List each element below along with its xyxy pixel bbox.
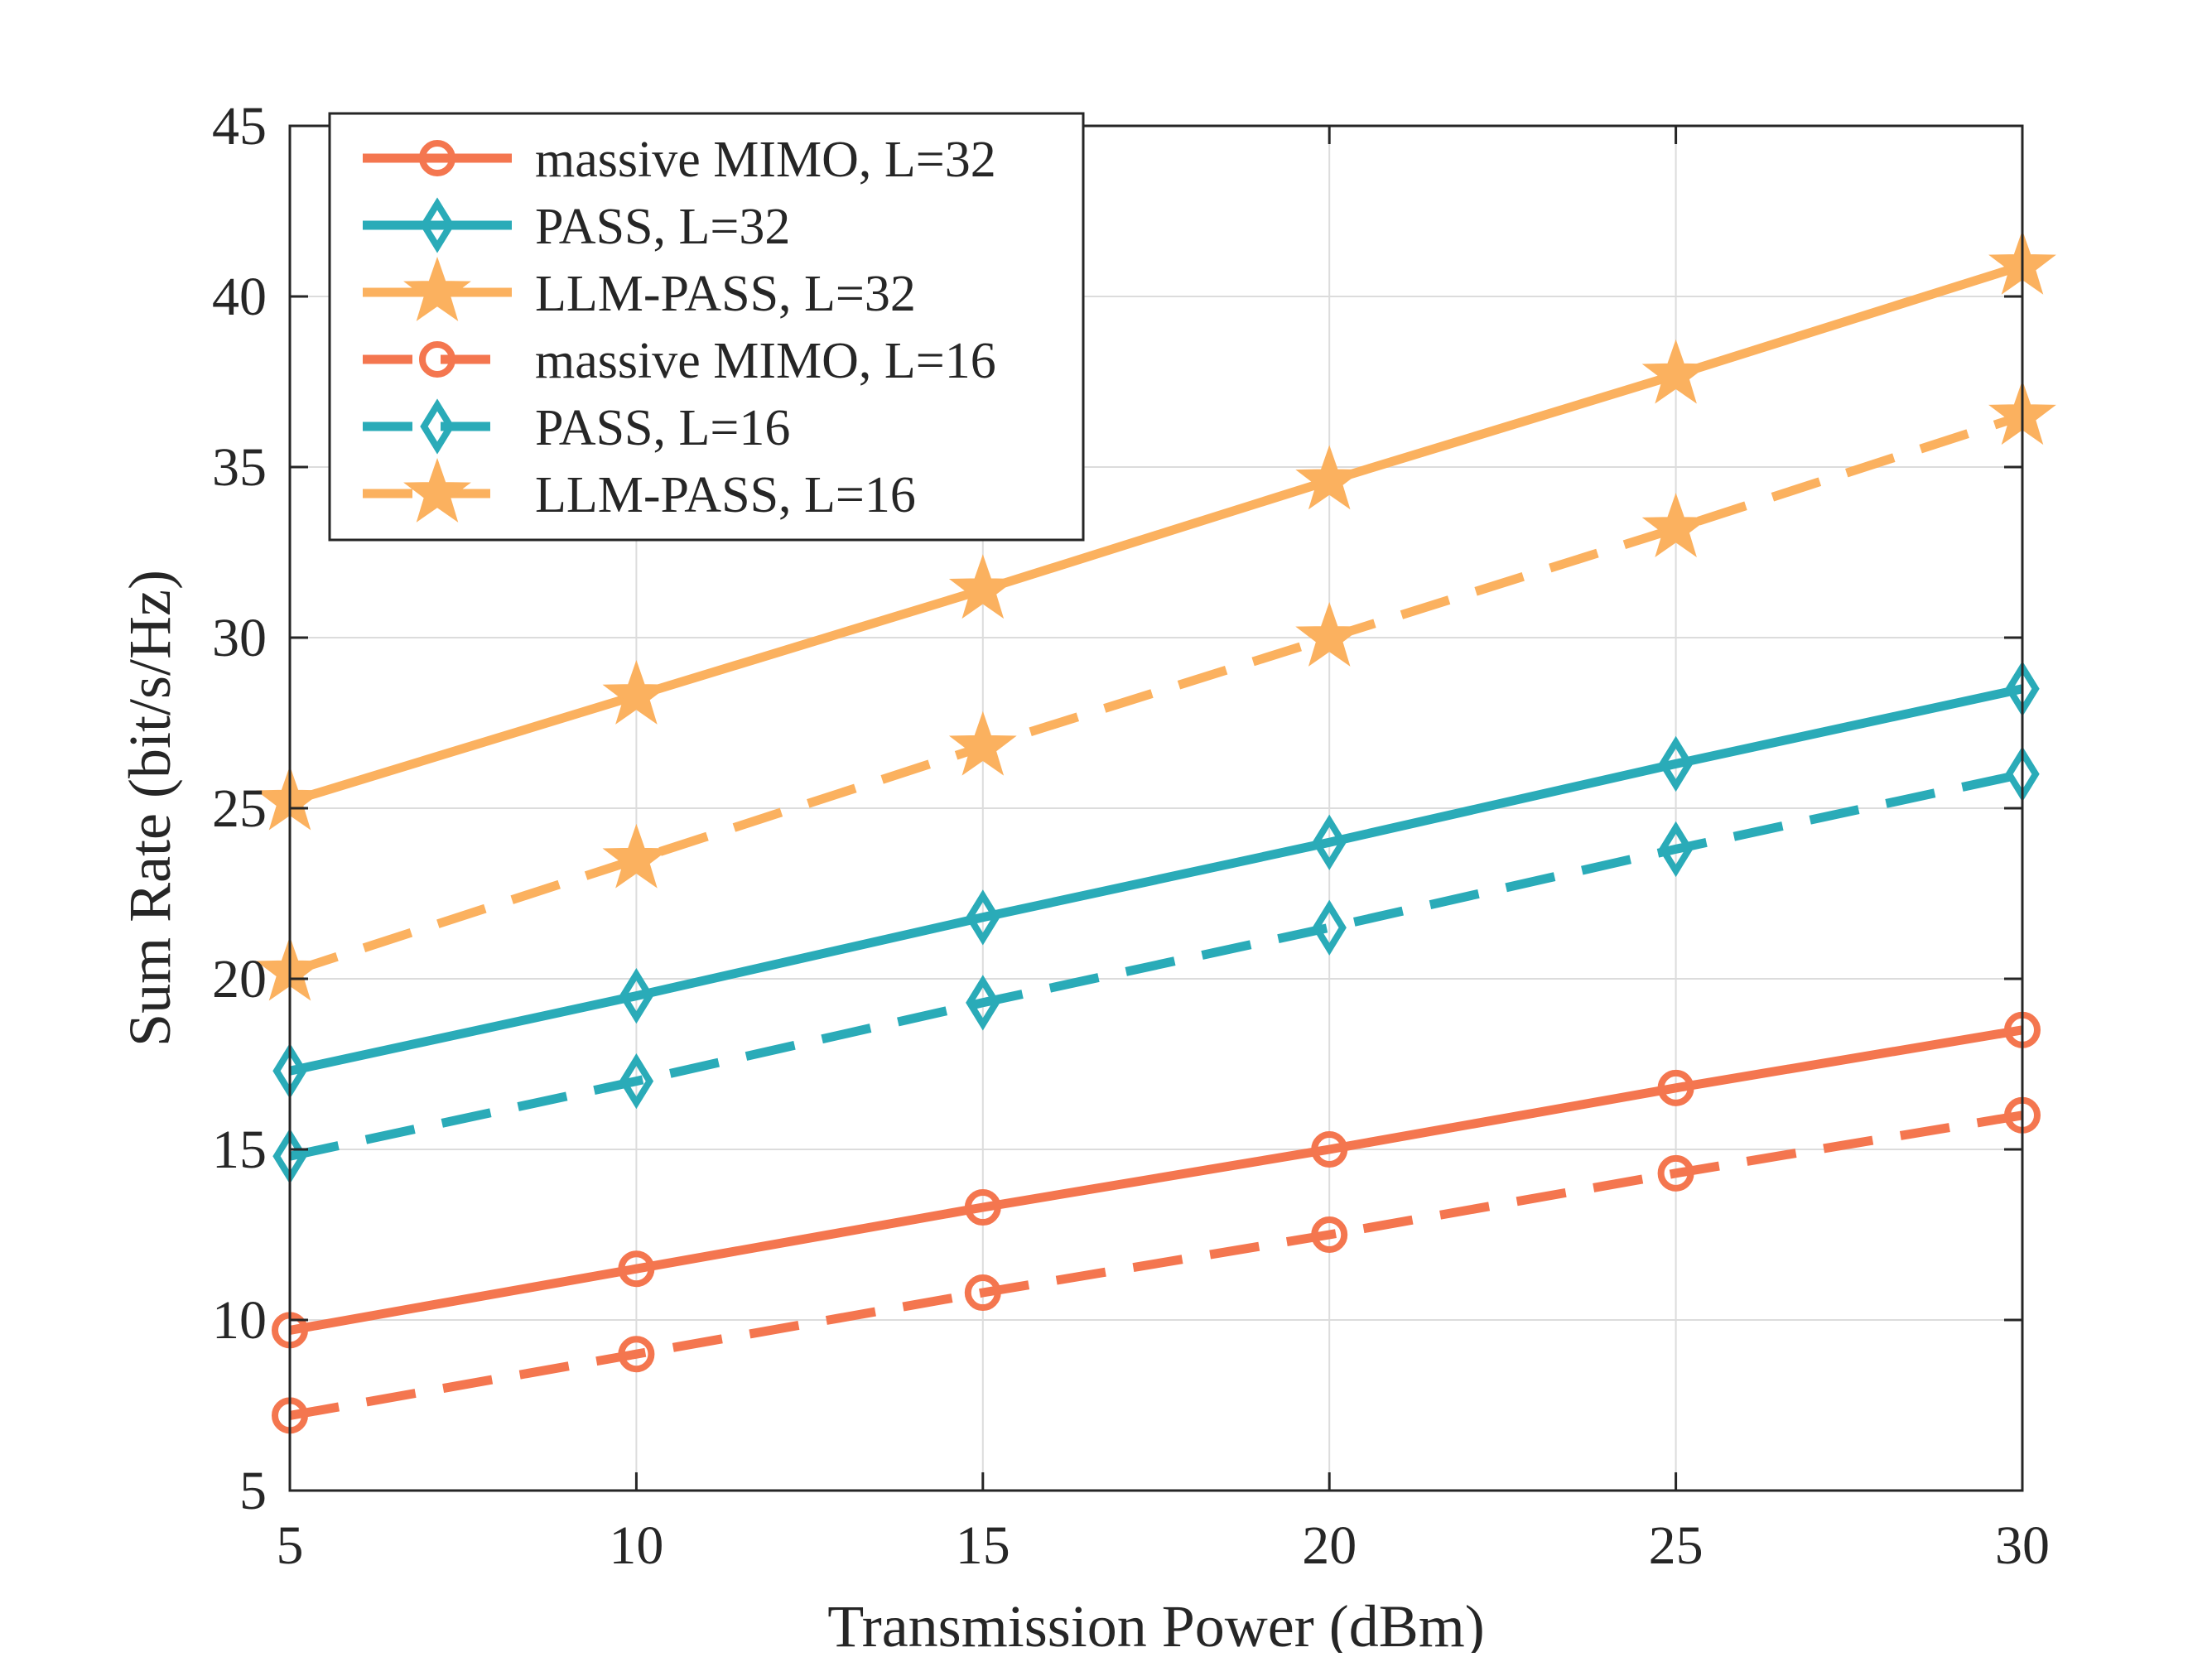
- data-point-pass-l-16: [966, 975, 1000, 1031]
- series-lines: [288, 261, 2024, 1420]
- data-point-pass-l-16: [1312, 899, 1347, 956]
- legend-label-pass-l-32: PASS, L=32: [535, 199, 790, 255]
- series-line-llm-pass-l-16: [288, 411, 2024, 977]
- data-point-massive-mimo-l-32: [1311, 1131, 1348, 1168]
- legend-marker-massive-mimo-l-16: [419, 341, 455, 378]
- x-tick-label: 20: [1302, 1515, 1357, 1576]
- x-tick-label: 30: [1995, 1515, 2050, 1576]
- data-point-llm-pass-l-16: [1641, 493, 1710, 557]
- y-tick-label: 10: [212, 1290, 267, 1351]
- data-point-massive-mimo-l-16: [964, 1274, 1001, 1312]
- data-point-massive-mimo-l-32: [1657, 1069, 1694, 1106]
- data-point-pass-l-32: [619, 967, 654, 1024]
- legend: massive MIMO, L=32 PASS, L=32 LLM-PASS, L=…: [328, 112, 1085, 542]
- data-point-llm-pass-l-32: [602, 659, 671, 725]
- data-point-pass-l-32: [1658, 735, 1694, 792]
- data-point-llm-pass-l-32: [1295, 445, 1364, 510]
- legend-label-massive-mimo-l-16: massive MIMO, L=16: [535, 333, 996, 389]
- y-tick-label: 20: [212, 949, 267, 1009]
- series-line-pass-l-32: [288, 684, 2024, 1076]
- y-tick-label: 35: [212, 437, 267, 498]
- data-point-pass-l-16: [619, 1052, 654, 1110]
- y-tick-label: 5: [239, 1461, 267, 1521]
- data-point-massive-mimo-l-32: [618, 1250, 655, 1288]
- data-point-llm-pass-l-16: [1295, 601, 1364, 667]
- series-line-massive-mimo-l-32: [289, 1025, 2023, 1335]
- y-tick-label: 40: [212, 267, 267, 327]
- y-tick-label: 45: [212, 96, 267, 157]
- x-axis-label: Transmission Power (dBm): [827, 1593, 1484, 1653]
- data-point-llm-pass-l-32: [948, 554, 1017, 619]
- series-line-pass-l-16: [288, 769, 2024, 1161]
- data-point-llm-pass-l-32: [1641, 339, 1710, 404]
- legend-label-massive-mimo-l-32: massive MIMO, L=32: [535, 132, 996, 188]
- x-tick-label: 10: [609, 1515, 663, 1576]
- data-point-pass-l-16: [1658, 821, 1694, 878]
- data-point-pass-l-32: [966, 889, 1000, 946]
- legend-marker-massive-mimo-l-32: [419, 140, 455, 176]
- ticks: 5 10 15 20 25 30 5 10 15 20 25 30 35 40 45: [212, 96, 2050, 1576]
- legend-marker-llm-pass-l-32: [403, 256, 471, 321]
- legend-label-llm-pass-l-16: LLM-PASS, L=16: [535, 467, 916, 523]
- x-tick-label: 5: [277, 1515, 304, 1576]
- y-tick-label: 25: [212, 778, 267, 839]
- legend-label-pass-l-16: PASS, L=16: [535, 400, 790, 456]
- series-line-llm-pass-l-32: [288, 261, 2024, 807]
- x-tick-label: 25: [1649, 1515, 1704, 1576]
- x-tick-label: 15: [956, 1515, 1010, 1576]
- y-tick-label: 15: [212, 1120, 267, 1180]
- legend-marker-pass-l-32: [420, 197, 455, 253]
- data-point-massive-mimo-l-16: [1311, 1216, 1348, 1253]
- data-point-pass-l-32: [1312, 814, 1347, 870]
- data-point-llm-pass-l-16: [602, 823, 671, 889]
- legend-box: [328, 112, 1085, 542]
- y-axis-label: Sum Rate (bit/s/Hz): [117, 570, 183, 1047]
- series-line-massive-mimo-l-16: [289, 1110, 2023, 1420]
- legend-marker-pass-l-16: [420, 398, 455, 455]
- y-tick-label: 30: [212, 608, 267, 668]
- data-point-massive-mimo-l-16: [1657, 1154, 1694, 1192]
- data-point-llm-pass-l-16: [948, 710, 1017, 776]
- legend-marker-llm-pass-l-16: [403, 457, 471, 523]
- legend-label-llm-pass-l-32: LLM-PASS, L=32: [535, 266, 916, 322]
- data-point-massive-mimo-l-32: [964, 1189, 1001, 1226]
- data-point-massive-mimo-l-16: [618, 1336, 655, 1373]
